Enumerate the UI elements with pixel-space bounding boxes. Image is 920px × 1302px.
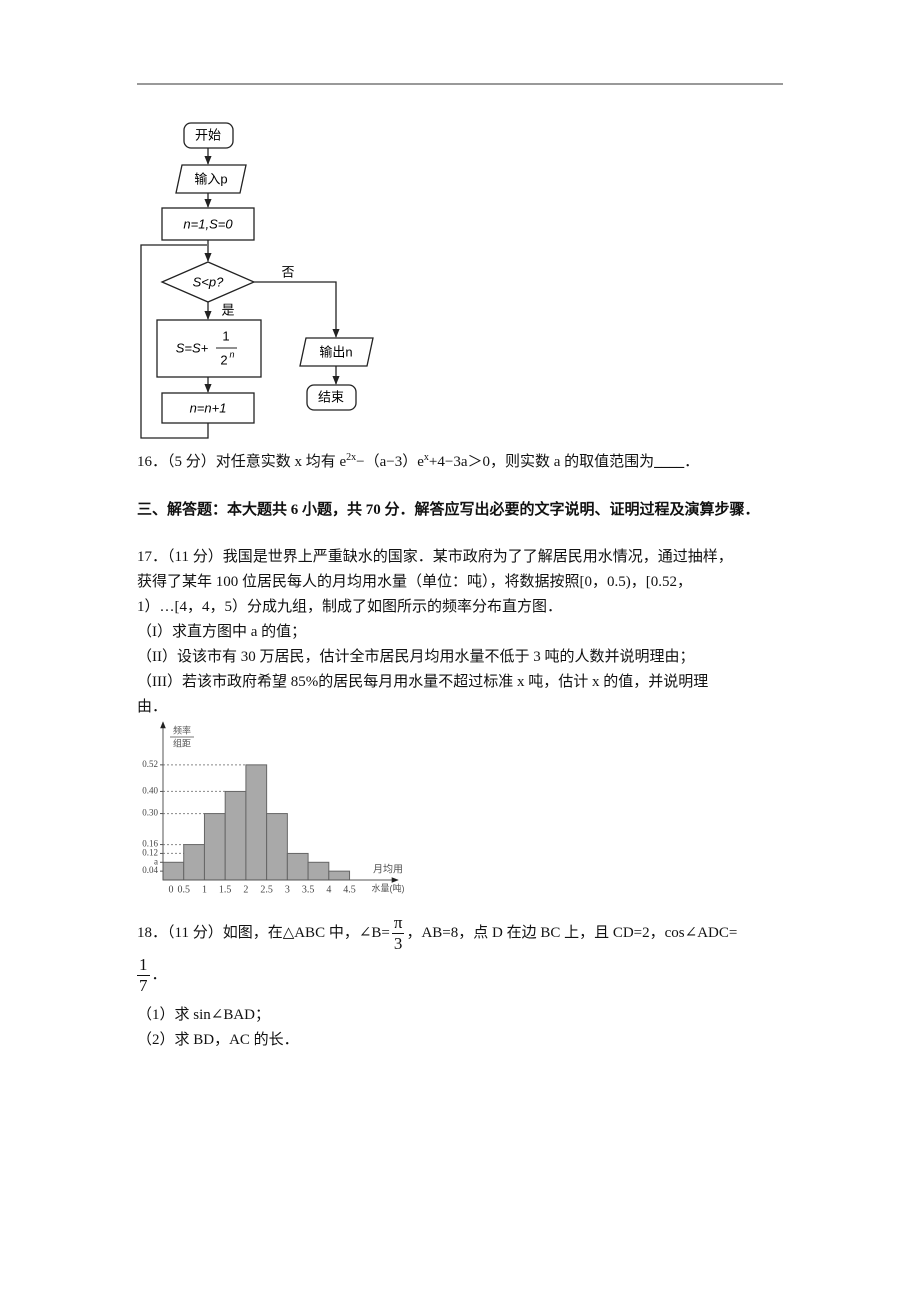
question-17-line: （I）求直方图中 a 的值； [137,624,307,640]
output-label: 输出n [319,344,352,359]
text: ，AB=8，点 D 在边 BC 上，且 CD=2，cos∠ADC= [406,924,738,941]
y-tick-label: a [154,856,158,866]
question-17-line: （III）若该市政府希望 85%的居民每月用水量不超过标准 x 吨，估计 x 的… [137,674,709,690]
arrow [254,281,340,338]
question-17-line: 1）…[4，4，5）分成九组，制成了如图所示的频率分布直方图． [137,599,562,615]
y-tick-label: 0.16 [142,839,158,849]
x-tick-label: 0 [169,884,174,895]
bar [328,870,351,881]
bar [245,764,268,881]
superscript: x [423,452,429,463]
update-s-box [156,319,262,378]
bar [203,813,226,881]
update-s-label: S=S+ [176,340,209,355]
y-tick-label: 0.12 [142,847,158,857]
question-18-item: （1）求 sin∠BAD； [137,1007,270,1023]
x-tick-label: 3 [285,884,290,895]
question-17-line: 17．（11 分）我国是世界上严重缺水的国家．某市政府为了了解居民用水情况，通过… [137,549,733,565]
y-axis-label: 频率 [173,724,191,735]
section-heading: 三、解答题：本大题共 6 小题，共 70 分．解答应写出必要的文字说明、证明过程… [137,502,760,518]
x-tick-label: 2 [243,884,248,895]
question-18-line: 18．（11 分）如图，在△ABC 中，∠B= π 3 ，AB=8，点 D 在边 BC… [137,913,737,954]
text: −（a−3）e [356,454,424,470]
y-tick-label: 0.04 [142,865,158,875]
denominator: 7 [139,976,148,995]
y-tick-label: 0.40 [142,785,158,795]
y-axis-label: 组距 [173,737,191,748]
superscript: 2x [346,452,357,463]
x-tick-label: 2.5 [260,884,273,895]
fraction-denominator: 2 [220,352,227,367]
bar [162,861,185,881]
input-box [175,164,247,194]
bar [266,813,288,881]
bar [224,790,247,881]
question-16: 16．（5 分）对任意实数 x 均有 e2x−（a−3）ex+4−3a＞0，则实… [137,452,699,472]
end-label: 结束 [318,389,344,404]
question-17-line: 由． [137,699,168,715]
question-17-line: （II）设该市有 30 万居民，估计全市居民月均用水量不低于 3 吨的人数并说明… [137,649,695,665]
fraction-numerator: 1 [222,328,229,343]
output-box [299,337,374,367]
numerator: 1 [137,955,150,976]
denominator: 3 [393,934,403,953]
question-18-item: （2）求 BD，AC 的长． [137,1032,299,1048]
x-tick-label: 0.5 [177,884,190,895]
text: +4−3a＞0，则实数 a 的取值范围为 [428,454,655,470]
text: 16．（5 分）对任意实数 x 均有 e [137,454,347,470]
answer-blank: ____ [654,454,685,470]
x-tick-label: 1.5 [219,884,232,895]
init-label: n=1,S=0 [183,216,233,231]
x-tick-label: 1 [202,884,207,895]
bar [286,852,309,881]
end-box [306,384,357,411]
question-17-line: 获得了某年 100 位居民每人的月均用水量（单位：吨），将数据按照[0，0.5)… [137,574,692,590]
text: 18．（11 分）如图，在△ABC 中，∠B= [137,924,390,941]
x-tick-label: 4 [326,884,331,895]
start-label: 开始 [195,127,221,142]
input-label: 输入p [194,171,227,186]
bar [183,844,205,881]
loop-line [140,244,209,439]
text: ． [684,454,700,470]
condition-label: S<p? [193,274,224,289]
x-tick-label: 4.5 [343,884,356,895]
numerator: π [391,913,405,934]
text: ． [151,966,167,983]
x-axis-label: 月均用 [373,864,403,876]
question-18-line: 1 7 ． [137,955,167,996]
x-axis-label: 水量(吨) [372,882,405,893]
bar [307,861,330,881]
y-tick-label: 0.30 [142,808,158,818]
flowchart: 开始 输入p n=1,S=0 S<p? 否 是 S=S+ 1 2 n n=n+1… [140,122,374,439]
fraction-exponent: n [229,349,234,359]
update-n-label: n=n+1 [190,400,227,415]
no-label: 否 [281,264,294,279]
yes-label: 是 [221,302,234,317]
x-tick-label: 3.5 [302,884,315,895]
y-tick-label: 0.52 [142,759,158,769]
